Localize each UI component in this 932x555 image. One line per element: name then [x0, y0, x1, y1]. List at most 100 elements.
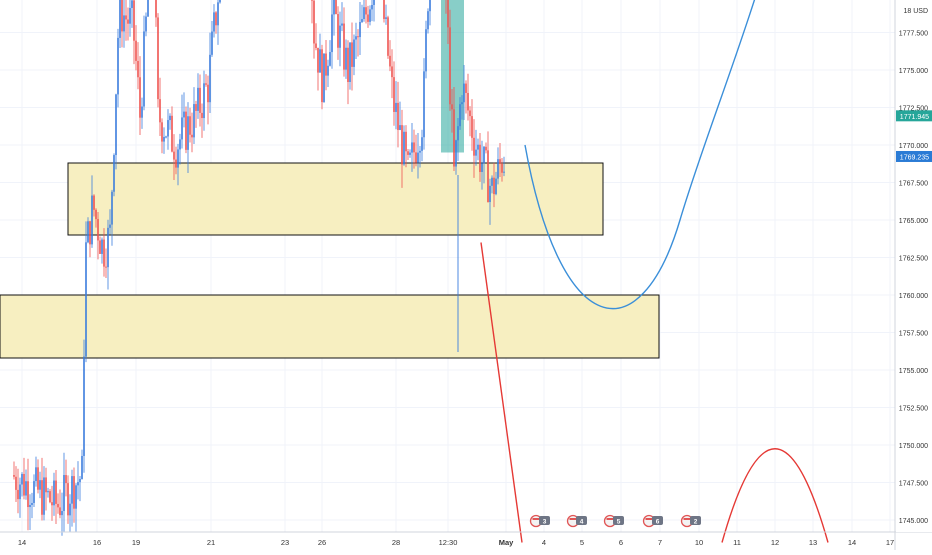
candle-body	[189, 116, 191, 135]
candle-body	[383, 0, 385, 19]
candle-body	[199, 87, 201, 113]
candle-body	[405, 131, 407, 152]
time-tick-label: 17	[886, 538, 894, 547]
take-profit-box[interactable]	[441, 0, 464, 153]
event-count-label: 2	[694, 518, 698, 525]
short-position-box[interactable]	[441, 0, 464, 153]
candle-body	[135, 40, 137, 61]
price-tick-label: 1767.500	[899, 181, 928, 188]
candle-body	[403, 131, 405, 165]
candle-body	[141, 106, 143, 118]
time-tick-label: 4	[542, 538, 546, 547]
candle-body	[25, 481, 27, 496]
candle-body	[193, 104, 195, 138]
event-markers[interactable]: 3 4 5 6 2	[529, 514, 702, 528]
candle-body	[401, 125, 403, 165]
candle-body	[341, 23, 343, 26]
candle-body	[39, 480, 41, 490]
candle-body	[23, 473, 25, 496]
candle-body	[205, 83, 207, 85]
time-tick-label: 12	[771, 538, 779, 547]
time-tick-label: 11	[733, 538, 741, 547]
candle-body	[483, 146, 485, 164]
lower-support-zone	[0, 294, 660, 359]
candle-body	[81, 455, 83, 479]
candle-body	[455, 140, 457, 167]
candle-body	[107, 227, 109, 268]
candle-body	[429, 0, 431, 12]
candle-body	[213, 12, 215, 32]
flag-stripe	[532, 518, 540, 520]
event-count-badge[interactable]	[613, 516, 624, 525]
candle-body	[415, 152, 417, 163]
candle-body	[477, 144, 479, 150]
candle-body	[461, 102, 463, 105]
time-tick-label: 6	[619, 538, 623, 547]
candlesticks	[13, 0, 505, 536]
candle-body	[53, 480, 55, 506]
candle-body	[145, 16, 147, 32]
candle-body	[345, 47, 347, 70]
candle-body	[369, 9, 371, 22]
price-marker-label: 1771.945	[900, 114, 929, 121]
candle-body	[325, 53, 327, 76]
time-tick-label: 13	[809, 538, 817, 547]
candle-body	[419, 150, 421, 153]
price-marker-label: 1769.235	[900, 154, 929, 161]
candle-body	[407, 151, 409, 155]
candle-body	[103, 239, 105, 267]
candle-body	[343, 23, 345, 70]
candle-body	[21, 473, 23, 485]
candle-body	[501, 163, 503, 173]
candle-body	[493, 177, 495, 195]
candle-body	[55, 480, 57, 504]
price-tick-label: 1757.500	[899, 331, 928, 338]
price-marker[interactable]	[896, 150, 932, 162]
candle-body	[459, 104, 461, 127]
candle-body	[365, 7, 367, 15]
event-count-badge[interactable]	[576, 516, 587, 525]
candle-body	[83, 356, 85, 456]
candle-body	[27, 481, 29, 508]
event-count-badge[interactable]	[652, 516, 663, 525]
event-count-badge[interactable]	[690, 516, 701, 525]
candle-body	[51, 502, 53, 506]
candle-body	[123, 15, 125, 32]
candle-body	[335, 0, 337, 15]
candle-body	[47, 491, 49, 493]
candle-body	[495, 178, 497, 195]
candle-body	[119, 0, 121, 38]
candle-body	[397, 102, 399, 130]
time-tick-label: May	[499, 538, 514, 547]
candle-body	[491, 177, 493, 186]
candle-body	[61, 511, 63, 516]
candle-body	[349, 42, 351, 83]
bearish-projection-arc	[721, 448, 829, 543]
candle-body	[63, 475, 65, 512]
candle-body	[29, 504, 31, 508]
candle-body	[207, 84, 209, 103]
candle-body	[423, 71, 425, 138]
candle-body	[351, 42, 353, 67]
candle-body	[313, 0, 315, 44]
flag-stripe	[683, 518, 691, 520]
candle-body	[49, 491, 51, 503]
flag-stripe	[569, 518, 577, 520]
price-tick-label: 1762.500	[899, 256, 928, 263]
candle-body	[177, 149, 179, 168]
candle-body	[131, 0, 133, 8]
candle-body	[77, 482, 79, 486]
event-count-badge[interactable]	[539, 516, 550, 525]
price-marker[interactable]	[896, 110, 932, 122]
candle-body	[395, 102, 397, 112]
candle-body	[133, 0, 135, 41]
candle-body	[211, 31, 213, 55]
price-tick-label: 1775.000	[899, 68, 928, 75]
price-axis[interactable]	[896, 0, 932, 532]
candle-body	[169, 115, 171, 121]
candle-body	[359, 21, 361, 38]
candle-body	[121, 0, 123, 32]
candle-body	[105, 266, 107, 268]
